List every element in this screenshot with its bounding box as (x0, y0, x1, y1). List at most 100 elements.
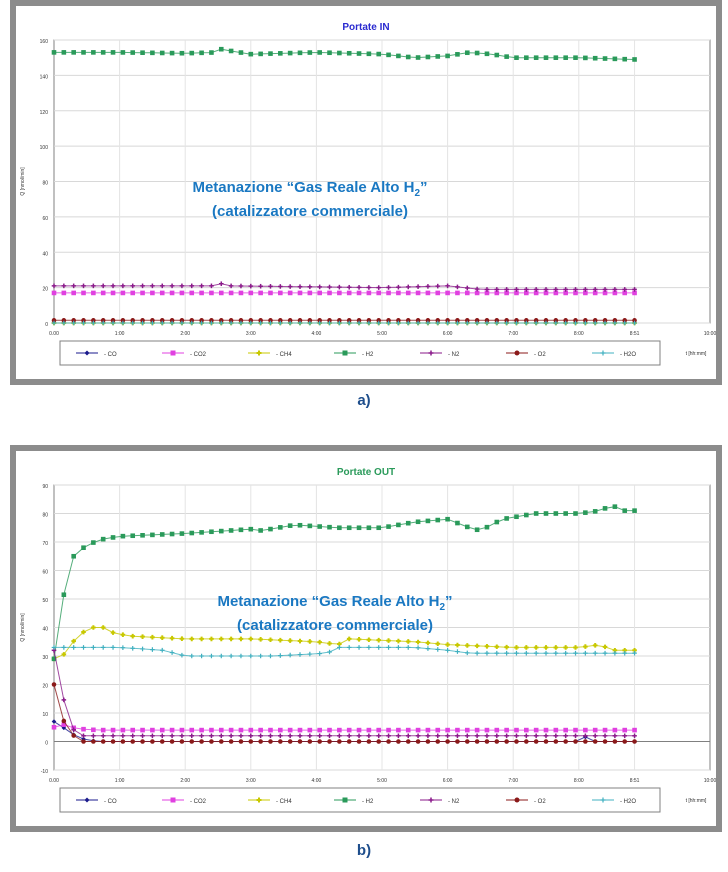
point-h2o (514, 320, 519, 326)
point-h2o (632, 650, 637, 656)
point-ch4 (268, 637, 273, 643)
point-ch4 (396, 638, 401, 644)
point-o2 (317, 739, 322, 744)
x-tick-label: 10:00 (704, 331, 717, 337)
point-h2 (543, 55, 549, 60)
point-co2 (632, 290, 637, 296)
point-co2 (100, 290, 106, 296)
point-o2 (356, 739, 362, 744)
point-o2 (366, 318, 372, 323)
point-o2 (435, 739, 441, 744)
point-o2 (602, 318, 608, 323)
point-h2 (563, 55, 568, 60)
point-h2o (297, 652, 303, 657)
chart-portate-in: Portate IN 0 20 40 60 80 100 120 140 160 Q [nmol/m… (16, 6, 717, 379)
point-ch4 (307, 639, 313, 644)
point-co2 (278, 290, 283, 296)
point-h2o (386, 320, 391, 326)
point-h2o (71, 320, 76, 326)
point-co2 (209, 290, 214, 296)
point-h2o (189, 320, 195, 326)
point-h2 (278, 525, 283, 530)
point-co2 (218, 727, 224, 733)
point-h2o (396, 645, 401, 650)
point-o2 (514, 350, 520, 356)
point-ch4 (494, 644, 500, 650)
point-co2 (287, 727, 293, 733)
point-o2 (100, 318, 106, 323)
point-o2 (110, 739, 116, 744)
point-h2o (258, 320, 263, 326)
point-h2o (622, 650, 628, 656)
point-h2o (474, 320, 480, 326)
point-h2 (209, 50, 214, 55)
point-o2 (51, 318, 57, 323)
point-o2 (327, 318, 332, 323)
point-o2 (278, 739, 283, 744)
point-h2o (189, 653, 195, 659)
point-h2o (524, 320, 529, 326)
series-co2 (51, 290, 637, 296)
point-h2 (514, 514, 519, 520)
point-h2o (600, 797, 606, 803)
y-tick-label: 40 (42, 251, 48, 257)
point-co2 (218, 290, 224, 296)
point-h2 (159, 50, 165, 56)
point-o2 (455, 739, 460, 744)
point-o2 (71, 318, 76, 323)
point-h2 (494, 519, 500, 525)
x-tick-label: 8:51 (630, 778, 640, 784)
point-co2 (602, 290, 608, 296)
point-o2 (386, 318, 391, 323)
point-h2 (445, 516, 450, 522)
point-h2o (484, 320, 490, 326)
point-co2 (425, 290, 431, 296)
point-h2 (189, 50, 195, 56)
overlay-title-line2: (catalizzatore commerciale) (237, 617, 433, 634)
point-h2 (376, 525, 382, 531)
point-h2 (120, 533, 126, 539)
y-tick-label: 60 (42, 570, 48, 576)
x-tick-label: 1:00 (115, 331, 125, 337)
point-h2 (327, 50, 332, 56)
point-h2o (169, 320, 175, 326)
point-h2 (317, 50, 322, 55)
point-h2 (218, 46, 224, 52)
point-h2 (445, 53, 450, 59)
legend-label-h2o: - H2O (620, 799, 636, 805)
point-h2o (130, 646, 136, 651)
point-co2 (159, 727, 165, 733)
point-o2 (199, 739, 204, 744)
point-o2 (524, 739, 529, 744)
point-ch4 (248, 636, 254, 642)
y-tick-label: 120 (40, 110, 49, 116)
point-co2 (464, 290, 470, 296)
legend (59, 340, 661, 366)
point-h2 (632, 508, 637, 513)
point-ch4 (140, 634, 145, 639)
point-co2 (346, 727, 352, 733)
point-ch4 (543, 645, 549, 650)
point-h2o (238, 653, 244, 659)
point-h2o (484, 650, 490, 656)
point-h2 (317, 524, 322, 529)
point-o2 (130, 318, 136, 323)
point-h2 (91, 50, 96, 55)
point-o2 (327, 739, 332, 744)
point-h2o (464, 320, 470, 326)
point-o2 (287, 739, 293, 744)
point-h2o (543, 650, 549, 656)
point-h2 (238, 50, 244, 55)
series-h2 (51, 504, 637, 662)
x-axis-label: t [hh:mm] (686, 798, 707, 804)
point-h2 (396, 53, 401, 59)
legend-label-n2: - N2 (448, 352, 460, 358)
point-co2 (268, 727, 273, 733)
point-h2 (140, 50, 145, 55)
point-co2 (533, 727, 539, 733)
point-h2 (474, 50, 480, 56)
point-co2 (100, 727, 106, 733)
point-h2o (51, 320, 57, 326)
point-h2o (327, 320, 332, 326)
point-o2 (524, 318, 529, 323)
